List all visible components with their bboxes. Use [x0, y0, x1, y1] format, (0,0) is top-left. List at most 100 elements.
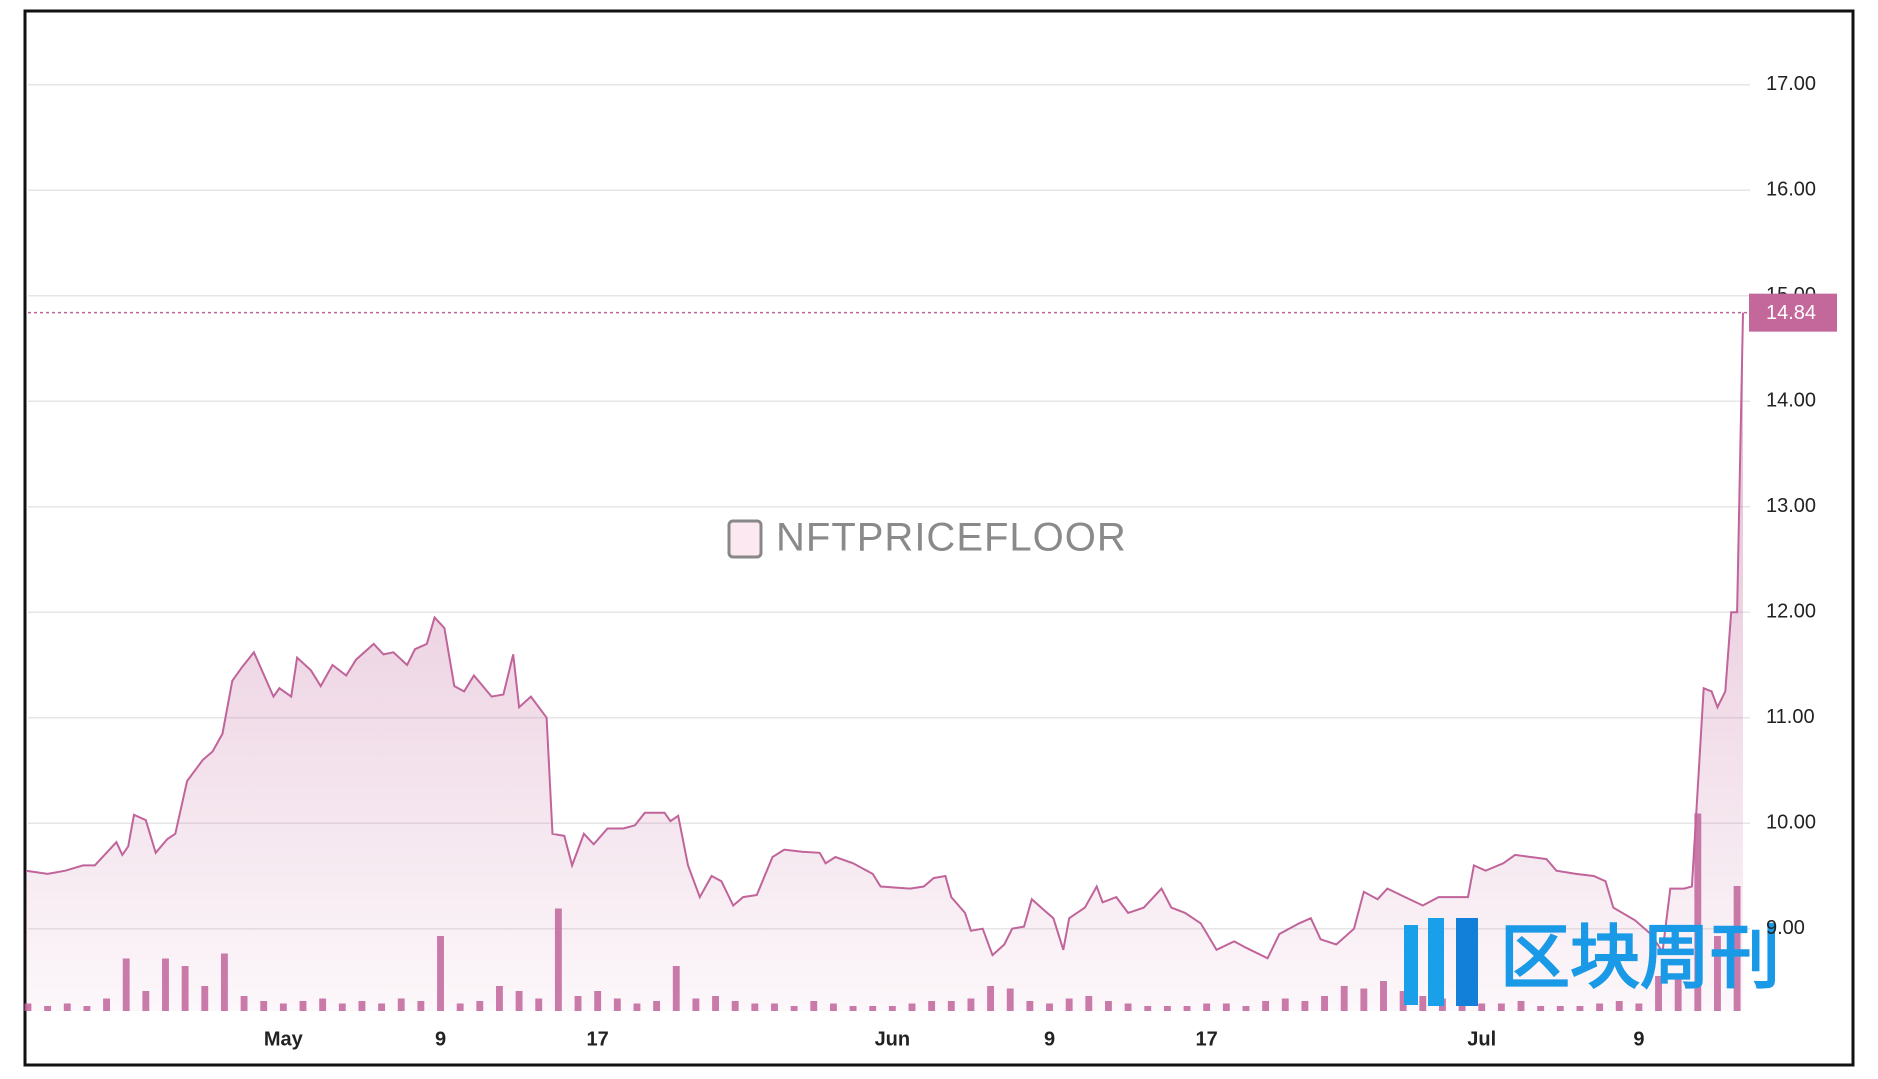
volume-bar — [1674, 976, 1682, 1011]
volume-bar — [220, 953, 228, 1011]
volume-bar — [1222, 1003, 1230, 1011]
volume-bar — [888, 1006, 896, 1011]
y-tick-label: 10.00 — [1766, 812, 1816, 834]
x-tick-label: 9 — [435, 1028, 446, 1050]
volume-bar — [1262, 1001, 1270, 1011]
volume-bar — [476, 1001, 484, 1011]
volume-bar — [751, 1003, 759, 1011]
volume-bar — [771, 1003, 778, 1011]
volume-bar — [319, 998, 327, 1011]
volume-bar — [397, 998, 405, 1011]
volume-bar — [83, 1006, 91, 1011]
volume-bar — [496, 986, 503, 1011]
volume-bar — [1085, 996, 1093, 1011]
volume-bar — [1537, 1006, 1545, 1011]
volume-bar — [1046, 1003, 1053, 1011]
last-value-badge — [1749, 293, 1837, 332]
area-fill — [26, 312, 1743, 1012]
volume-bar — [1380, 981, 1387, 1011]
volume-bar — [1183, 1006, 1191, 1011]
y-tick-label: 12.00 — [1766, 601, 1816, 623]
volume-bar — [1144, 1006, 1152, 1011]
volume-bar — [1006, 988, 1014, 1011]
volume-bar — [712, 996, 719, 1011]
watermark-logo — [727, 519, 763, 559]
volume-bar — [1615, 1001, 1623, 1011]
volume-bar — [162, 958, 169, 1011]
volume-bar — [181, 966, 189, 1011]
volume-bar — [103, 998, 110, 1011]
volume-bar — [201, 986, 209, 1011]
logo-bar — [1428, 918, 1444, 1006]
watermark: NFTPRICEFLOOR — [727, 516, 1127, 560]
volume-bar — [810, 1001, 818, 1011]
volume-bar — [1242, 1006, 1250, 1011]
volume-bar — [1596, 1003, 1604, 1011]
volume-bar — [515, 991, 523, 1011]
x-tick-label: 17 — [1196, 1028, 1218, 1050]
volume-bar — [1360, 988, 1368, 1011]
volume-bar — [1065, 998, 1073, 1011]
volume-bar — [1655, 976, 1662, 1011]
volume-bar — [869, 1006, 877, 1011]
volume-bar — [142, 991, 150, 1011]
volume-bar — [1340, 986, 1348, 1011]
y-tick-label: 13.00 — [1766, 495, 1816, 517]
volume-bar — [928, 1001, 936, 1011]
volume-bar — [574, 996, 582, 1011]
source-watermark-text: 区块周刊 — [1500, 918, 1780, 996]
y-tick-label: 11.00 — [1766, 706, 1815, 728]
volume-bar — [987, 986, 995, 1011]
x-tick-label: Jun — [875, 1028, 911, 1050]
volume-bar — [672, 966, 680, 1011]
volume-bar — [731, 1001, 739, 1011]
y-tick-label: 9.00 — [1766, 917, 1805, 939]
price-line — [25, 312, 1744, 960]
volume-bar — [338, 1003, 346, 1011]
volume-bar — [653, 1001, 661, 1011]
volume-bar — [456, 1003, 464, 1011]
volume-bar — [790, 1006, 798, 1011]
volume-bar — [1419, 996, 1427, 1011]
x-tick-label: 9 — [1633, 1028, 1644, 1050]
volume-bar — [849, 1006, 857, 1011]
volume-bar — [1556, 1006, 1564, 1011]
volume-bar — [44, 1006, 52, 1011]
logo-bar — [1404, 925, 1418, 1005]
last-value-label: 14.84 — [1766, 302, 1816, 324]
volume-bar — [594, 991, 602, 1011]
x-tick-label: May — [264, 1028, 304, 1050]
volume-bar — [1497, 1003, 1505, 1011]
volume-bar — [613, 998, 621, 1011]
source-watermark: 区块周刊 — [1404, 918, 1780, 1006]
volume-bar — [1163, 1006, 1171, 1011]
watermark-text: NFTPRICEFLOOR — [776, 516, 1127, 560]
y-tick-label: 17.00 — [1766, 73, 1816, 95]
volume-bar — [535, 998, 543, 1011]
volume-bar — [1635, 1003, 1643, 1011]
volume-bar — [260, 1001, 268, 1011]
volume-bar — [692, 998, 700, 1011]
volume-bar — [1301, 1001, 1309, 1011]
volume-bar — [967, 998, 975, 1011]
volume-bar — [1714, 936, 1721, 1011]
volume-bar — [63, 1003, 71, 1011]
volume-bar — [1124, 1003, 1132, 1011]
volume-bar — [947, 1001, 955, 1011]
volume-bar — [299, 1001, 307, 1011]
volume-bar — [1478, 1003, 1486, 1011]
logo-bar — [1456, 918, 1478, 1006]
volume-bar — [240, 996, 248, 1011]
volume-bar — [1105, 1001, 1112, 1011]
volume-bar — [1203, 1003, 1211, 1011]
volume-bar — [1026, 1001, 1034, 1011]
volume-bar — [378, 1003, 386, 1011]
volume-bar — [829, 1003, 837, 1011]
volume-bar — [1733, 886, 1741, 1011]
volume-bar — [24, 1003, 32, 1011]
y-tick-label: 16.00 — [1766, 179, 1816, 201]
volume-bar — [1321, 996, 1328, 1011]
x-tick-label: 17 — [587, 1028, 609, 1050]
volume-bar — [1281, 998, 1289, 1011]
